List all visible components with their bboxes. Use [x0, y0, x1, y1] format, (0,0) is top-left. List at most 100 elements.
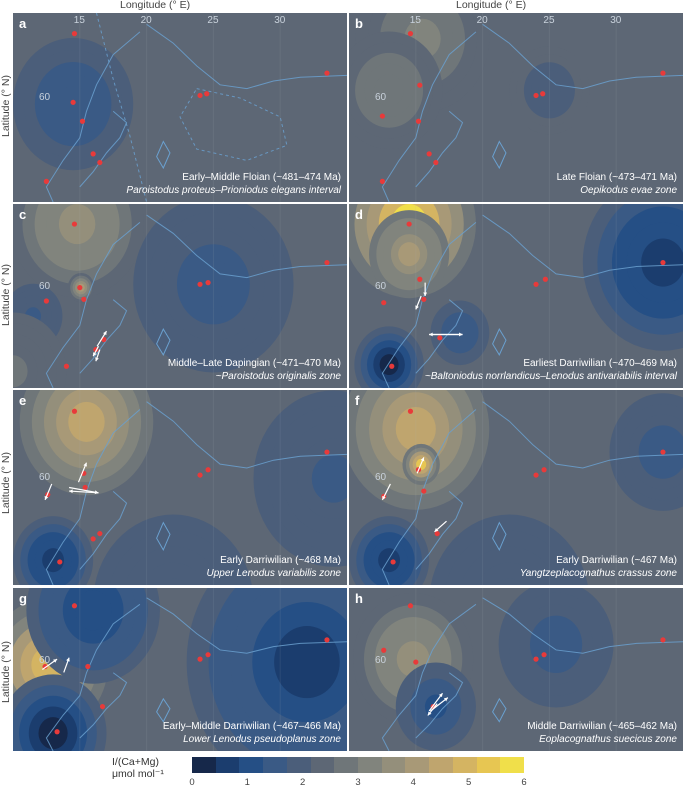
sample-site [381, 647, 387, 653]
x-axis-label-left: Longitude (° E) [120, 0, 191, 11]
y-tick-label: 60 [375, 280, 387, 292]
colorbar [192, 757, 525, 773]
panel-caption: Early–Middle Floian (~481–474 Ma) Parois… [126, 171, 341, 197]
panel-caption: Middle Darriwilian (~465–462 Ma) Eoplaco… [527, 720, 677, 746]
sample-site [324, 259, 330, 266]
coastline [415, 672, 464, 739]
gotland-outline [492, 140, 507, 170]
contour-band [374, 74, 404, 107]
trend-arrow [69, 490, 99, 494]
y-tick-label: 60 [39, 280, 51, 292]
sample-site [437, 335, 443, 341]
sample-site [541, 652, 547, 658]
coastline [482, 23, 683, 90]
colorbar-step [452, 757, 477, 773]
coastline [79, 110, 128, 188]
colorbar-step [358, 757, 382, 773]
heatmap-svg [13, 390, 347, 585]
y-tick-label: 60 [375, 471, 387, 483]
caption-age: Early Darriwilian (~468 Ma) [220, 555, 341, 566]
trend-arrowhead [66, 657, 70, 662]
colorbar-step [239, 757, 264, 773]
colorbar-step [215, 757, 240, 773]
heatmap-svg [349, 13, 683, 202]
contour-band [158, 578, 189, 585]
panel-caption: Middle–Late Dapingian (~471–470 Ma) ~Par… [168, 357, 341, 383]
coastline [381, 603, 477, 751]
sample-site [90, 536, 96, 542]
panel-c: c Middle–Late Dapingian (~471–470 Ma) ~P… [13, 204, 347, 388]
sample-site [533, 92, 539, 99]
colorbar-tick-label: 0 [189, 777, 195, 788]
sample-site [205, 652, 211, 658]
contour-band [451, 323, 468, 342]
sample-site [324, 70, 330, 76]
contour-band [311, 454, 347, 503]
gotland-outline [492, 521, 507, 552]
panel-label-g: g [19, 591, 27, 606]
trend-arrowhead [443, 697, 448, 702]
sample-site [71, 603, 78, 609]
panel-caption: Early–Middle Darriwilian (~467–466 Ma) L… [163, 720, 341, 746]
sample-site [54, 729, 60, 735]
contour-band [68, 401, 105, 442]
panel-label-c: c [19, 207, 27, 222]
panel-g: g Early–Middle Darriwilian (~467–466 Ma)… [13, 588, 347, 751]
colorbar-tick-label: 4 [410, 777, 416, 788]
contour-band [74, 590, 112, 631]
sample-site [660, 70, 666, 76]
contour-band [140, 562, 206, 585]
coastline [415, 299, 464, 374]
x-tick-label: 15 [409, 15, 421, 26]
x-tick-label: 20 [140, 15, 152, 26]
legend-title-line1: I/(Ca+Mg) [112, 756, 159, 768]
caption-zone: Lower Lenodus pseudoplanus zone [183, 734, 341, 745]
trend-arrowhead [429, 332, 433, 337]
sample-site [57, 559, 63, 565]
caption-zone: Paroistodus proteus–Prioniodus elegans i… [126, 185, 341, 196]
heatmap-svg [13, 204, 347, 388]
coastline [482, 597, 683, 654]
coastline [146, 401, 347, 469]
contour-band [274, 626, 340, 699]
trend-arrowhead [438, 693, 443, 698]
colorbar-tick-label: 1 [244, 777, 250, 788]
sample-site [407, 31, 414, 37]
trend-arrowhead [427, 711, 432, 716]
colorbar-tick-label: 2 [300, 777, 306, 788]
caption-age: Early Darriwilian (~467 Ma) [556, 555, 677, 566]
legend-title: I/(Ca+Mg) μmol mol⁻¹ [112, 756, 164, 780]
sample-site [540, 91, 546, 97]
sample-site [542, 276, 548, 282]
contour-band [13, 355, 28, 388]
x-tick-label: 25 [543, 15, 555, 26]
y-tick-label: 60 [375, 655, 387, 667]
y-axis-label-row1: Latitude (° N) [0, 75, 12, 137]
sample-site [533, 472, 539, 478]
panel-label-h: h [355, 591, 363, 606]
colorbar-tick-label: 3 [355, 777, 361, 788]
gotland-outline [492, 328, 507, 356]
gotland-outline [156, 697, 171, 723]
colorbar-tick-label: 6 [521, 777, 527, 788]
sample-site [379, 178, 385, 184]
panel-a: a Early–Middle Floian (~481–474 Ma) Paro… [13, 13, 347, 202]
contour-band [58, 204, 96, 245]
panel-caption: Early Darriwilian (~468 Ma) Upper Lenodu… [206, 554, 341, 580]
contour-band [494, 578, 525, 585]
sample-site [99, 703, 106, 710]
caption-age: Early–Middle Darriwilian (~467–466 Ma) [162, 721, 341, 732]
coastline [415, 110, 464, 188]
sample-site [660, 449, 666, 455]
caption-age: Earliest Darriwilian (~470–469 Ma) [523, 358, 677, 369]
sample-site [417, 82, 423, 88]
trend-arrowhead [415, 305, 419, 310]
coastline [415, 491, 464, 570]
colorbar-step [286, 757, 311, 773]
contour-band [378, 548, 401, 573]
sample-site [541, 467, 547, 473]
sample-site [71, 408, 78, 414]
sample-site [90, 151, 96, 157]
panel-caption: Late Floian (~473–471 Ma) Oepikodus evae… [557, 171, 677, 197]
coastline [96, 13, 148, 202]
